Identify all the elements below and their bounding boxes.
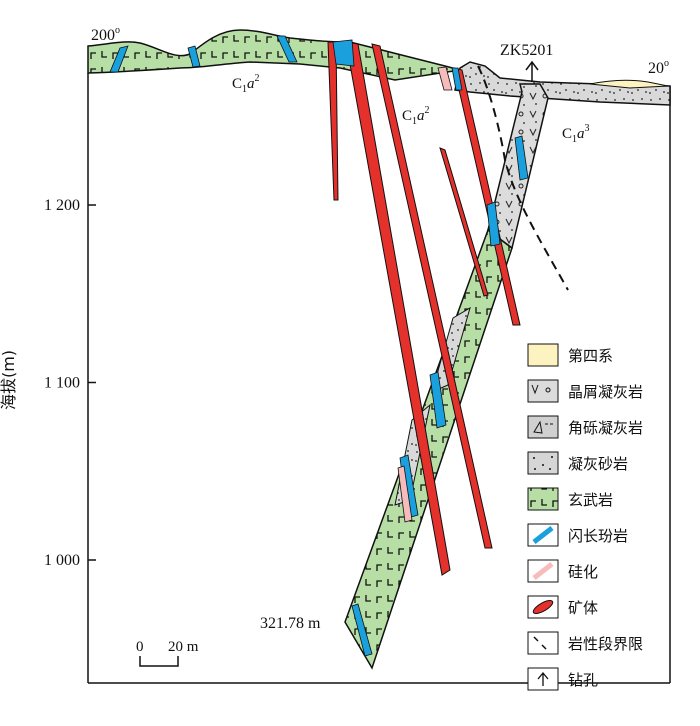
silicification-zone	[437, 66, 453, 91]
dike	[276, 35, 298, 63]
dike	[451, 67, 463, 91]
scale-bar: 0 20 m	[136, 639, 199, 667]
y-axis: 1 200 1 100 1 000	[44, 197, 96, 569]
legend-item-ore-body: 矿体	[527, 595, 598, 619]
dike	[486, 201, 501, 247]
quaternary-deposit	[589, 79, 669, 89]
plot-frame	[87, 73, 671, 684]
y-tick-label: 1 000	[44, 552, 80, 569]
svg-text:岩性段界限: 岩性段界限	[568, 635, 643, 653]
surface-tuff-layer	[454, 61, 671, 106]
svg-text:凝灰砂岩: 凝灰砂岩	[568, 455, 628, 473]
legend-item-silicification: 硅化	[527, 559, 598, 583]
silicification-zone	[397, 465, 413, 523]
hole-depth-label: 321.78 m	[260, 615, 321, 632]
legend-item-tuffaceous-sandstone: 凝灰砂岩	[527, 451, 628, 475]
svg-text:玄武岩: 玄武岩	[568, 491, 613, 509]
legend-item-basalt: 玄武岩	[527, 487, 613, 511]
y-tick-label: 1 100	[44, 375, 80, 392]
svg-text:钻孔: 钻孔	[568, 671, 598, 689]
legend-item-breccia-tuff: 角砾凝灰岩	[527, 415, 643, 439]
legend-item-drill-hole: 钻孔	[527, 667, 598, 691]
ore-body	[345, 41, 451, 576]
dike	[109, 45, 129, 73]
legend-item-diorite-porphyrite: 闪长玢岩	[527, 523, 628, 547]
silicification-zones	[397, 66, 453, 523]
scale-bar-end: 20 m	[168, 639, 199, 655]
y-axis-title: 海拔(m)	[0, 350, 18, 410]
legend-item-lithology-boundary: 岩性段界限	[527, 631, 643, 655]
ore-body	[439, 147, 489, 297]
azimuth-left: 200o	[91, 25, 120, 44]
svg-text:角砾凝灰岩: 角砾凝灰岩	[568, 419, 643, 437]
legend: 第四系 晶屑凝灰岩 角砾凝灰岩 凝灰砂岩 玄武岩	[527, 343, 643, 691]
drillhole-label: ZK5201	[500, 42, 553, 59]
ore-body	[371, 43, 493, 549]
svg-text:闪长玢岩: 闪长玢岩	[568, 527, 628, 545]
ore-bodies	[327, 41, 521, 576]
dike	[514, 135, 529, 181]
dike	[332, 39, 355, 67]
azimuth-right: 20o	[648, 58, 669, 77]
unit-label: C1a2	[402, 105, 430, 127]
legend-item-quaternary: 第四系	[527, 343, 613, 367]
surface-basalt-layer	[87, 29, 461, 81]
dike	[429, 371, 447, 429]
dike	[351, 603, 373, 657]
ore-body	[327, 41, 339, 201]
lithology-boundary-line	[477, 65, 569, 291]
y-tick-label: 1 200	[44, 197, 80, 214]
svg-text:晶屑凝灰岩: 晶屑凝灰岩	[568, 383, 643, 401]
svg-text:第四系: 第四系	[568, 347, 613, 365]
scale-bar-start: 0	[136, 639, 144, 655]
dike	[187, 45, 201, 68]
dikes	[109, 35, 529, 657]
svg-text:矿体: 矿体	[568, 599, 598, 617]
svg-text:硅化: 硅化	[568, 563, 598, 581]
drill-hole-marker	[525, 60, 539, 82]
unit-label: C1a2	[232, 73, 260, 95]
legend-item-crystal-tuff: 晶屑凝灰岩	[527, 379, 643, 403]
unit-label: C1a3	[562, 123, 590, 145]
